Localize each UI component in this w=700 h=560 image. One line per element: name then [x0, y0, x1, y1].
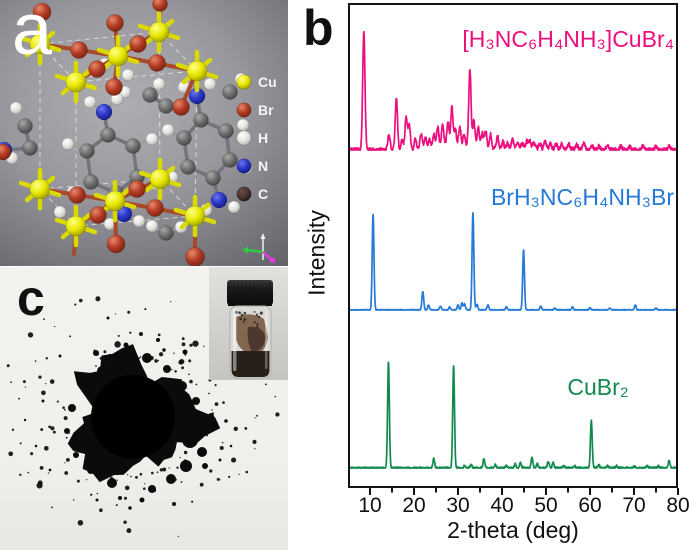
x-axis-ticks	[369, 488, 679, 495]
legend-label-h: H	[258, 130, 268, 146]
xrd-plot-area	[348, 3, 678, 488]
x-tick-80: 80	[666, 494, 690, 517]
series-label-cubr4-perovskite: [H₃NC₆H₄NH₃]CuBr₄	[462, 26, 674, 52]
legend-sphere-n	[236, 158, 252, 174]
x-tick-40: 40	[490, 494, 514, 517]
x-tick-20: 20	[402, 494, 426, 517]
vial-cap	[227, 280, 273, 305]
panel-c-powder-photo	[0, 267, 288, 550]
crystal-structure-render: Cu Br HNC	[0, 0, 277, 266]
series-label-cubr2: CuBr₂	[567, 374, 629, 400]
legend-label-cu: Cu	[258, 74, 277, 90]
legend-sphere-h	[236, 130, 252, 146]
legend-label-c: C	[258, 186, 268, 202]
legend-sphere-cu	[236, 74, 252, 90]
series-label-diammonium-dibromide: BrH₃NC₆H₄NH₃Br	[490, 184, 674, 210]
x-tick-50: 50	[534, 494, 558, 517]
x-tick-10: 10	[358, 494, 382, 517]
x-tick-30: 30	[446, 494, 470, 517]
x-tick-60: 60	[578, 494, 602, 517]
panel-label-a: a	[12, 0, 53, 70]
legend-label-n: N	[258, 158, 268, 174]
powder-and-vial-photo	[6, 267, 288, 538]
panel-a-crystal-structure: Cu Br H N C	[0, 0, 288, 266]
legend-sphere-c	[236, 186, 252, 202]
x-axis-title: 2-theta (deg)	[447, 517, 579, 543]
panel-label-c: c	[17, 270, 45, 326]
legend-label-br: Br	[258, 102, 274, 118]
panel-label-b: b	[303, 0, 334, 56]
vial-dark-liquid	[231, 351, 270, 377]
y-axis-title: Intensity	[303, 210, 330, 296]
legend-sphere-br	[236, 102, 252, 118]
x-tick-70: 70	[622, 494, 646, 517]
